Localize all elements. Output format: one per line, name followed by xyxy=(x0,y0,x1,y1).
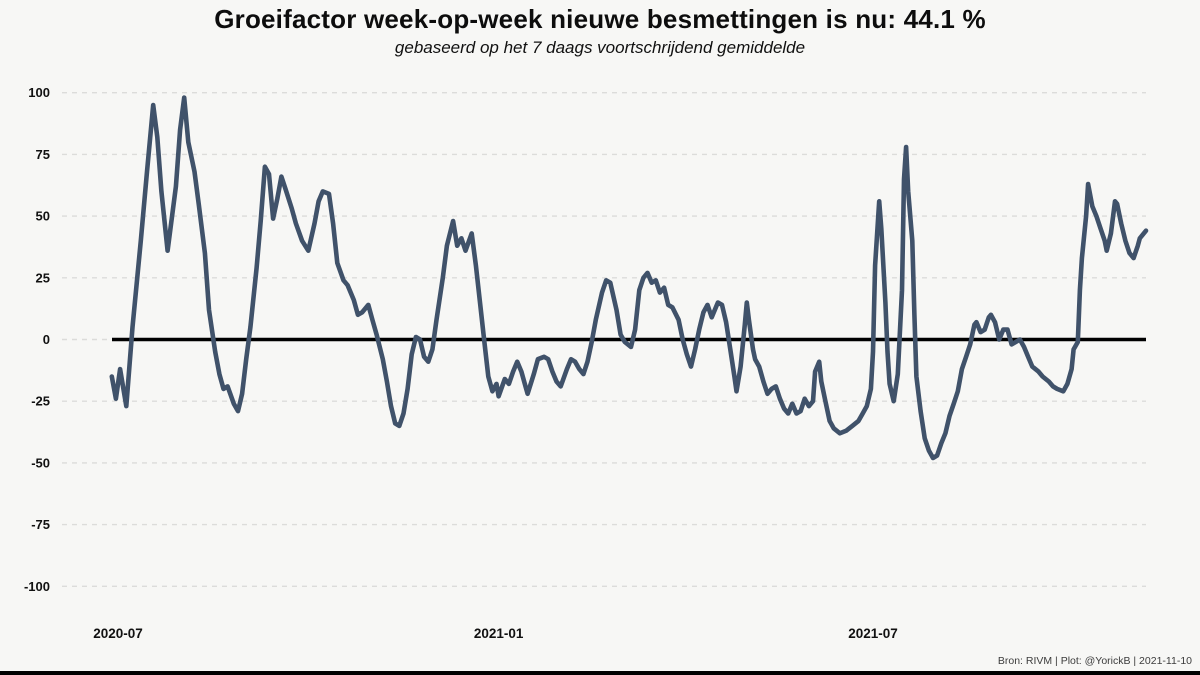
y-tick-label: -50 xyxy=(31,455,50,470)
y-tick-label: -25 xyxy=(31,394,50,409)
y-tick-label: 0 xyxy=(43,332,50,347)
y-tick-label: 75 xyxy=(36,147,50,162)
y-tick-label: 50 xyxy=(36,209,50,224)
chart-title: Groeifactor week-op-week nieuwe besmetti… xyxy=(214,4,986,34)
x-tick-label: 2020-07 xyxy=(93,626,143,641)
y-tick-label: 25 xyxy=(36,270,50,285)
y-tick-label: -100 xyxy=(24,579,50,594)
y-tick-label: -75 xyxy=(31,517,50,532)
series-line-groeifactor xyxy=(109,95,1149,461)
x-tick-label: 2021-01 xyxy=(474,626,524,641)
x-tick-label: 2021-07 xyxy=(848,626,898,641)
chart-subtitle: gebaseerd op het 7 daags voortschrijdend… xyxy=(394,38,806,57)
credit-line: Bron: RIVM | Plot: @YorickB | 2021-11-10 xyxy=(997,655,1192,667)
y-tick-label: 100 xyxy=(28,85,50,100)
bottom-bar xyxy=(0,671,1200,675)
